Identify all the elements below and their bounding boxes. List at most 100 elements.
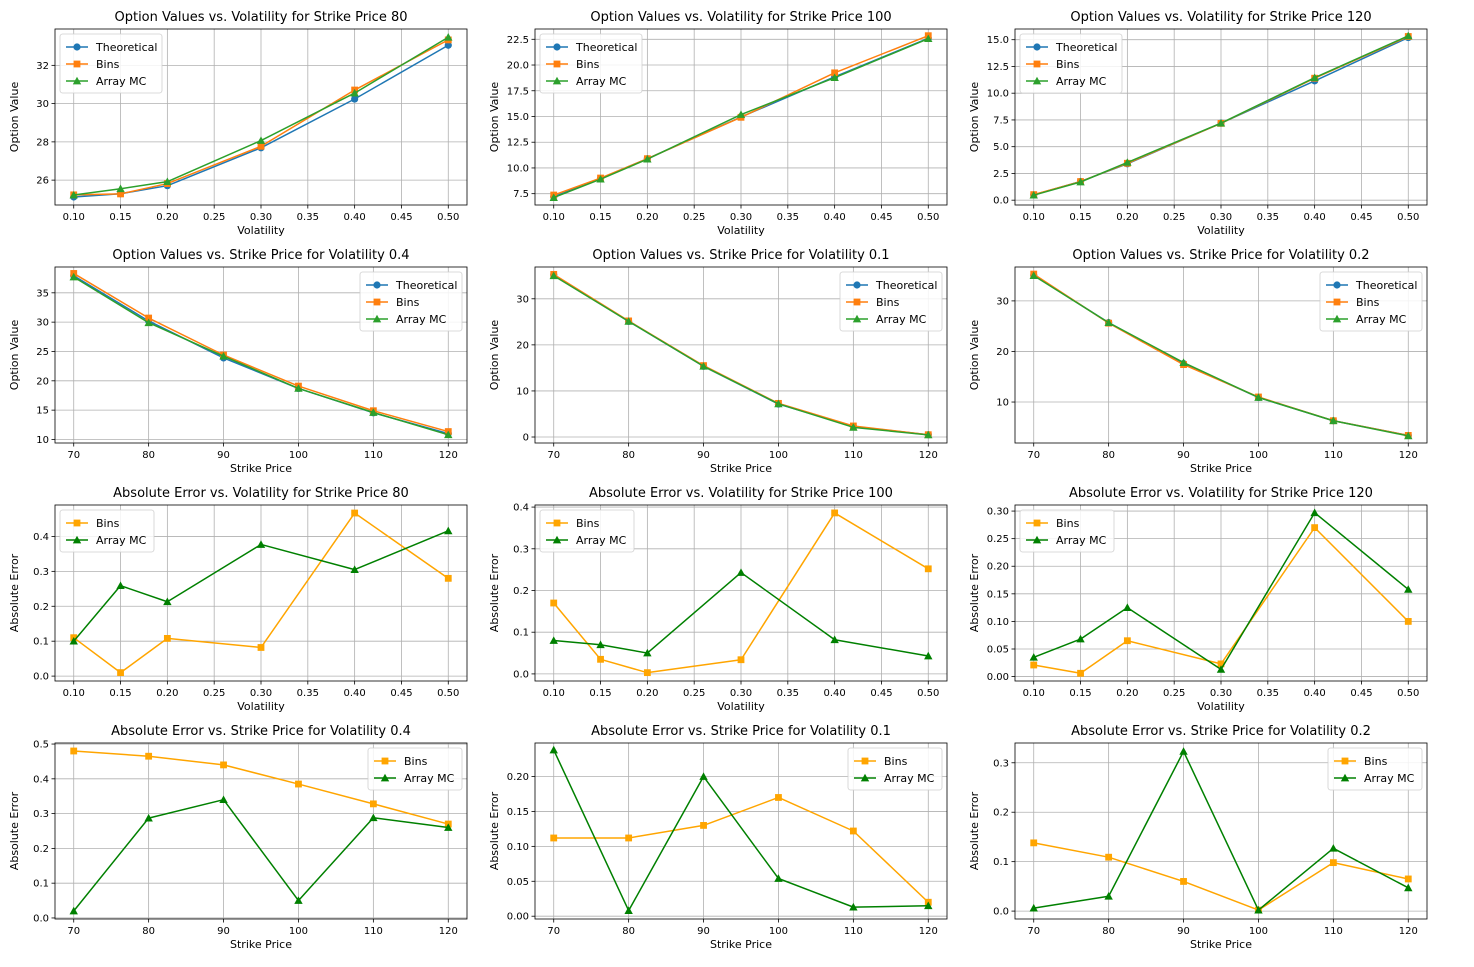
y-tick-label: 0.2 xyxy=(993,808,1009,819)
legend-entry-label: Bins xyxy=(1056,58,1080,71)
data-point-array-mc xyxy=(350,565,359,573)
legend-swatch-marker xyxy=(72,76,82,85)
x-tick-label: 90 xyxy=(1177,450,1190,461)
data-point-bins xyxy=(831,509,839,517)
x-tick-label: 0.10 xyxy=(1023,212,1045,223)
x-tick-label: 0.15 xyxy=(1069,212,1091,223)
legend-entry-label: Array MC xyxy=(884,772,935,785)
data-point-array-mc xyxy=(444,430,453,439)
legend-box xyxy=(359,271,463,332)
data-point-array-mc xyxy=(1254,393,1263,401)
data-point-bins xyxy=(1217,660,1225,668)
y-tick-label: 0.20 xyxy=(507,772,529,783)
data-point-array-mc xyxy=(1076,634,1085,643)
data-point-array-mc xyxy=(369,813,378,822)
chart-title: Absolute Error vs. Volatility for Strike… xyxy=(1069,486,1373,501)
x-tick-label: 0.25 xyxy=(1163,212,1185,223)
data-point-bins xyxy=(369,800,377,808)
axes-frame xyxy=(534,742,948,920)
x-tick-label: 0.10 xyxy=(63,212,85,223)
x-axis-label: Strike Price xyxy=(1190,938,1252,951)
chart-title: Option Values vs. Volatility for Strike … xyxy=(114,10,407,25)
legend: Theoretical Bins Array MC xyxy=(539,33,643,94)
data-point-array-mc xyxy=(1123,158,1132,166)
y-tick-label: 15 xyxy=(36,406,49,417)
legend-box xyxy=(1327,747,1423,791)
y-tick-label: 0.0 xyxy=(33,913,49,924)
x-axis-label: Volatility xyxy=(717,224,765,237)
x-axis-label: Volatility xyxy=(1197,224,1245,237)
x-tick-label: 0.15 xyxy=(589,688,611,699)
y-tick-label: 30 xyxy=(36,318,49,329)
series-line-array-mc xyxy=(1033,750,1409,911)
legend-entry-label: Theoretical xyxy=(95,41,157,54)
y-tick-label: 0.30 xyxy=(987,507,1009,518)
data-point-array-mc xyxy=(1076,177,1085,186)
subplot-9: 0.10 0.15 0.20 0.25 0.30 0.35 0.40 0.45 0.50 0.00… xyxy=(968,486,1428,713)
data-point-array-mc xyxy=(699,362,708,370)
x-tick-label: 90 xyxy=(217,926,230,937)
legend-swatch-marker xyxy=(372,314,382,323)
data-point-bins xyxy=(1404,875,1412,883)
data-point-array-mc xyxy=(1104,892,1113,900)
data-point-array-mc xyxy=(444,33,453,41)
legend: Bins Array MC xyxy=(1327,747,1423,791)
y-tick-label: 0.2 xyxy=(513,586,529,597)
legend-entry-label: Bins xyxy=(576,58,600,71)
chart-title: Option Values vs. Volatility for Strike … xyxy=(590,10,891,25)
data-point-array-mc xyxy=(549,745,558,754)
legend-entry-label: Bins xyxy=(96,517,120,530)
legend-swatch-marker xyxy=(552,535,562,544)
chart-title: Option Values vs. Strike Price for Volat… xyxy=(1072,248,1369,263)
x-tick-label: 70 xyxy=(1027,926,1040,937)
data-point-bins xyxy=(70,747,78,755)
legend-swatch-marker xyxy=(1333,281,1341,289)
data-point-array-mc xyxy=(69,190,78,199)
data-point-bins xyxy=(145,314,153,322)
x-tick-label: 0.40 xyxy=(824,212,846,223)
legend-box xyxy=(539,509,635,553)
x-tick-label: 110 xyxy=(844,926,863,937)
x-tick-label: 100 xyxy=(289,450,308,461)
data-point-bins xyxy=(1077,669,1084,677)
y-tick-label: 7.5 xyxy=(993,115,1009,126)
data-point-array-mc xyxy=(830,635,839,644)
y-tick-label: 20 xyxy=(516,340,529,351)
legend-entry-label: Bins xyxy=(1356,296,1380,309)
data-point-array-mc xyxy=(69,272,78,281)
data-point-array-mc xyxy=(1404,31,1413,40)
y-tick-label: 0.1 xyxy=(33,879,49,890)
data-point-bins xyxy=(163,634,171,642)
y-tick-label: 0.4 xyxy=(513,503,529,514)
legend-entry-label: Array MC xyxy=(1056,75,1107,88)
x-tick-label: 0.30 xyxy=(730,688,752,699)
data-point-array-mc xyxy=(596,174,605,183)
x-tick-label: 100 xyxy=(289,926,308,937)
x-tick-label: 120 xyxy=(439,926,458,937)
x-tick-label: 80 xyxy=(1102,450,1115,461)
legend-entry-label: Bins xyxy=(1056,517,1080,530)
subplot-12: 70 80 90 100 110 120 0.0 0.1 0.2 0.3 Absolute Erro… xyxy=(968,724,1428,951)
data-point-bins xyxy=(924,565,932,573)
x-tick-label: 0.30 xyxy=(1210,688,1232,699)
series-line-bins xyxy=(1033,842,1409,911)
x-tick-label: 0.50 xyxy=(437,212,459,223)
y-tick-label: 10 xyxy=(516,386,529,397)
y-axis-label: Absolute Error xyxy=(968,553,981,632)
data-point-bins xyxy=(444,574,452,582)
data-point-array-mc xyxy=(1310,73,1319,82)
legend: Theoretical Bins Array MC xyxy=(359,271,463,332)
chart-title: Option Values vs. Strike Price for Volat… xyxy=(112,248,409,263)
y-tick-label: 0.1 xyxy=(993,857,1009,868)
legend: Theoretical Bins Array MC xyxy=(1019,33,1123,94)
x-tick-label: 100 xyxy=(769,450,788,461)
x-tick-label: 0.45 xyxy=(390,212,412,223)
x-tick-label: 0.30 xyxy=(1210,212,1232,223)
legend: Bins Array MC xyxy=(539,509,635,553)
subplot-1: 0.10 0.15 0.20 0.25 0.30 0.35 0.40 0.45 0.50 26 28… xyxy=(8,10,468,237)
data-point-array-mc xyxy=(736,110,746,118)
x-tick-label: 0.40 xyxy=(1304,688,1326,699)
x-tick-label: 0.25 xyxy=(203,688,225,699)
data-point-bins xyxy=(597,655,604,663)
x-axis-label: Volatility xyxy=(717,700,765,713)
